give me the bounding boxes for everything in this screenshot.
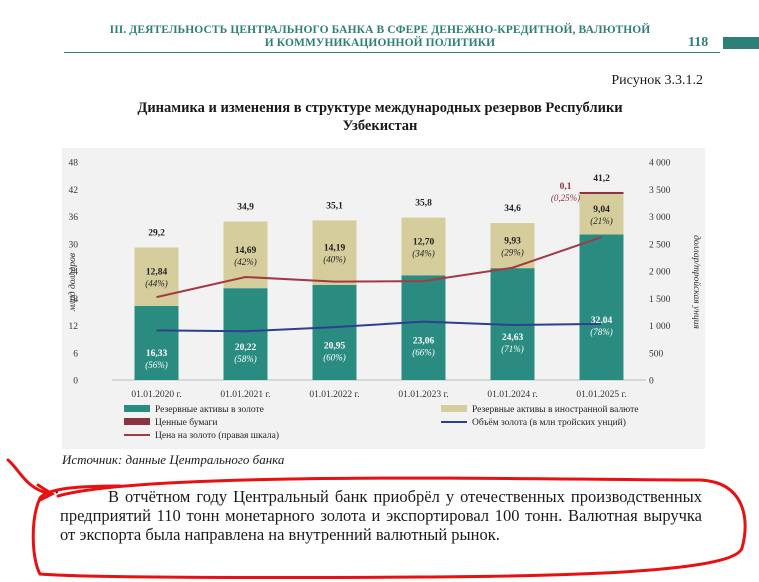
y2-tick-label: 0	[649, 377, 654, 387]
data-label-currency-share: (42%)	[234, 257, 257, 267]
header-divider	[64, 52, 720, 53]
data-label-gold: 20,95	[324, 341, 346, 351]
data-label-gold: 24,63	[502, 333, 524, 343]
bar-currency	[134, 247, 179, 306]
data-label-currency-share: (21%)	[590, 216, 613, 226]
data-label-gold: 32,04	[591, 316, 613, 326]
x-tick-label: 01.01.2024 г.	[487, 390, 537, 400]
data-label-currency-share: (29%)	[501, 248, 524, 258]
x-tick-label: 01.01.2025 г.	[576, 390, 626, 400]
y2-tick-label: 1 500	[649, 295, 671, 305]
legend-currency-swatch	[441, 405, 467, 412]
x-tick-label: 01.01.2022 г.	[309, 390, 359, 400]
data-label-gold-share: (58%)	[234, 354, 257, 364]
data-label-gold-share: (78%)	[590, 327, 613, 337]
x-tick-label: 01.01.2020 г.	[131, 390, 181, 400]
legend-gold-swatch	[124, 405, 150, 412]
bar-gold	[401, 275, 446, 380]
y2-tick-label: 3 500	[649, 186, 671, 196]
bar-currency	[579, 193, 624, 235]
y-axis-title: млрд долларов	[67, 253, 78, 312]
y-tick-label: 0	[73, 377, 78, 387]
legend-currency-label: Резервные активы в иностранной валюте	[472, 404, 639, 415]
y-tick-label: 6	[73, 349, 78, 359]
page-tab-marker	[723, 37, 759, 49]
y2-tick-label: 500	[649, 349, 664, 359]
chapter-header: III. ДЕЯТЕЛЬНОСТЬ ЦЕНТРАЛЬНОГО БАНКА В С…	[64, 24, 696, 50]
figure-label: Рисунок 3.3.1.2	[611, 73, 703, 88]
data-label-securities: 0,1	[560, 182, 572, 192]
data-label-gold-share: (60%)	[323, 352, 346, 362]
data-label-currency-share: (34%)	[412, 248, 435, 258]
y2-tick-label: 2 500	[649, 240, 671, 250]
bar-gold	[312, 284, 357, 380]
bar-currency	[490, 223, 535, 269]
bar-currency	[312, 220, 357, 285]
y-tick-label: 42	[69, 186, 79, 196]
bar-gold	[579, 234, 624, 380]
data-label-gold-share: (71%)	[501, 344, 524, 354]
y2-tick-label: 3 000	[649, 213, 671, 223]
x-tick-label: 01.01.2023 г.	[398, 390, 448, 400]
data-label-total: 29,2	[148, 229, 165, 239]
source-note: Источник: данные Центрального банка	[62, 452, 285, 467]
y2-axis-title: доллар/тройская унция	[691, 235, 702, 329]
data-label-total: 35,1	[326, 201, 343, 211]
data-label-currency: 9,93	[504, 237, 521, 247]
figure-title-line2: Узбекистан	[342, 118, 418, 134]
data-label-currency: 14,69	[235, 246, 257, 256]
legend-gold-label: Резервные активы в золоте	[155, 405, 264, 415]
legend-securities-label: Ценные бумаги	[155, 417, 217, 428]
y-tick-label: 36	[69, 213, 79, 223]
bullet-dot: •	[55, 488, 59, 499]
y-tick-label: 12	[69, 322, 79, 332]
chapter-header-line2: И КОММУНИКАЦИОННОЙ ПОЛИТИКИ	[264, 37, 496, 49]
bar-gold	[223, 288, 268, 380]
bar-gold	[134, 305, 179, 380]
legend-price-label: Цена на золото (правая шкала)	[155, 430, 279, 441]
bar-securities	[579, 191, 624, 194]
body-paragraph: В отчётном году Центральный банк приобрё…	[60, 487, 702, 544]
data-label-total: 34,9	[237, 202, 254, 212]
data-label-currency: 12,70	[413, 237, 435, 247]
x-tick-label: 01.01.2021 г.	[220, 390, 270, 400]
figure-title-line1: Динамика и изменения в структуре междуна…	[137, 100, 623, 116]
data-label-gold-share: (56%)	[145, 360, 168, 370]
y-tick-label: 48	[69, 159, 79, 169]
y2-tick-label: 2 000	[649, 268, 671, 278]
gold-price-line	[156, 236, 602, 299]
chapter-header-line1: III. ДЕЯТЕЛЬНОСТЬ ЦЕНТРАЛЬНОГО БАНКА В С…	[109, 24, 651, 36]
y2-tick-label: 1 000	[649, 322, 671, 332]
legend-securities-swatch	[124, 418, 150, 425]
figure-title: Динамика и изменения в структуре междуна…	[60, 99, 700, 135]
data-label-total: 41,2	[593, 174, 610, 184]
data-label-securities-share: (0,25%)	[551, 193, 580, 203]
y2-tick-label: 4 000	[649, 159, 671, 169]
data-label-currency: 14,19	[324, 244, 346, 254]
data-label-gold-share: (66%)	[412, 348, 435, 358]
bar-currency	[401, 217, 446, 276]
data-label-gold: 23,06	[413, 337, 435, 347]
data-label-currency: 9,04	[593, 205, 610, 215]
page-number: 118	[688, 35, 709, 50]
data-label-gold: 20,22	[235, 343, 257, 353]
legend-volume-label: Объём золота (в млн тройских унций)	[472, 417, 626, 428]
y-tick-label: 24	[69, 268, 79, 278]
data-label-total: 35,8	[415, 199, 432, 209]
data-label-currency: 12,84	[146, 268, 168, 278]
gold-volume-line	[156, 320, 602, 333]
data-label-total: 34,6	[504, 204, 521, 214]
y-tick-label: 30	[69, 240, 79, 250]
data-label-gold: 16,33	[146, 349, 168, 359]
data-label-currency-share: (40%)	[323, 255, 346, 265]
data-label-currency-share: (44%)	[145, 279, 168, 289]
y-tick-label: 18	[69, 295, 79, 305]
